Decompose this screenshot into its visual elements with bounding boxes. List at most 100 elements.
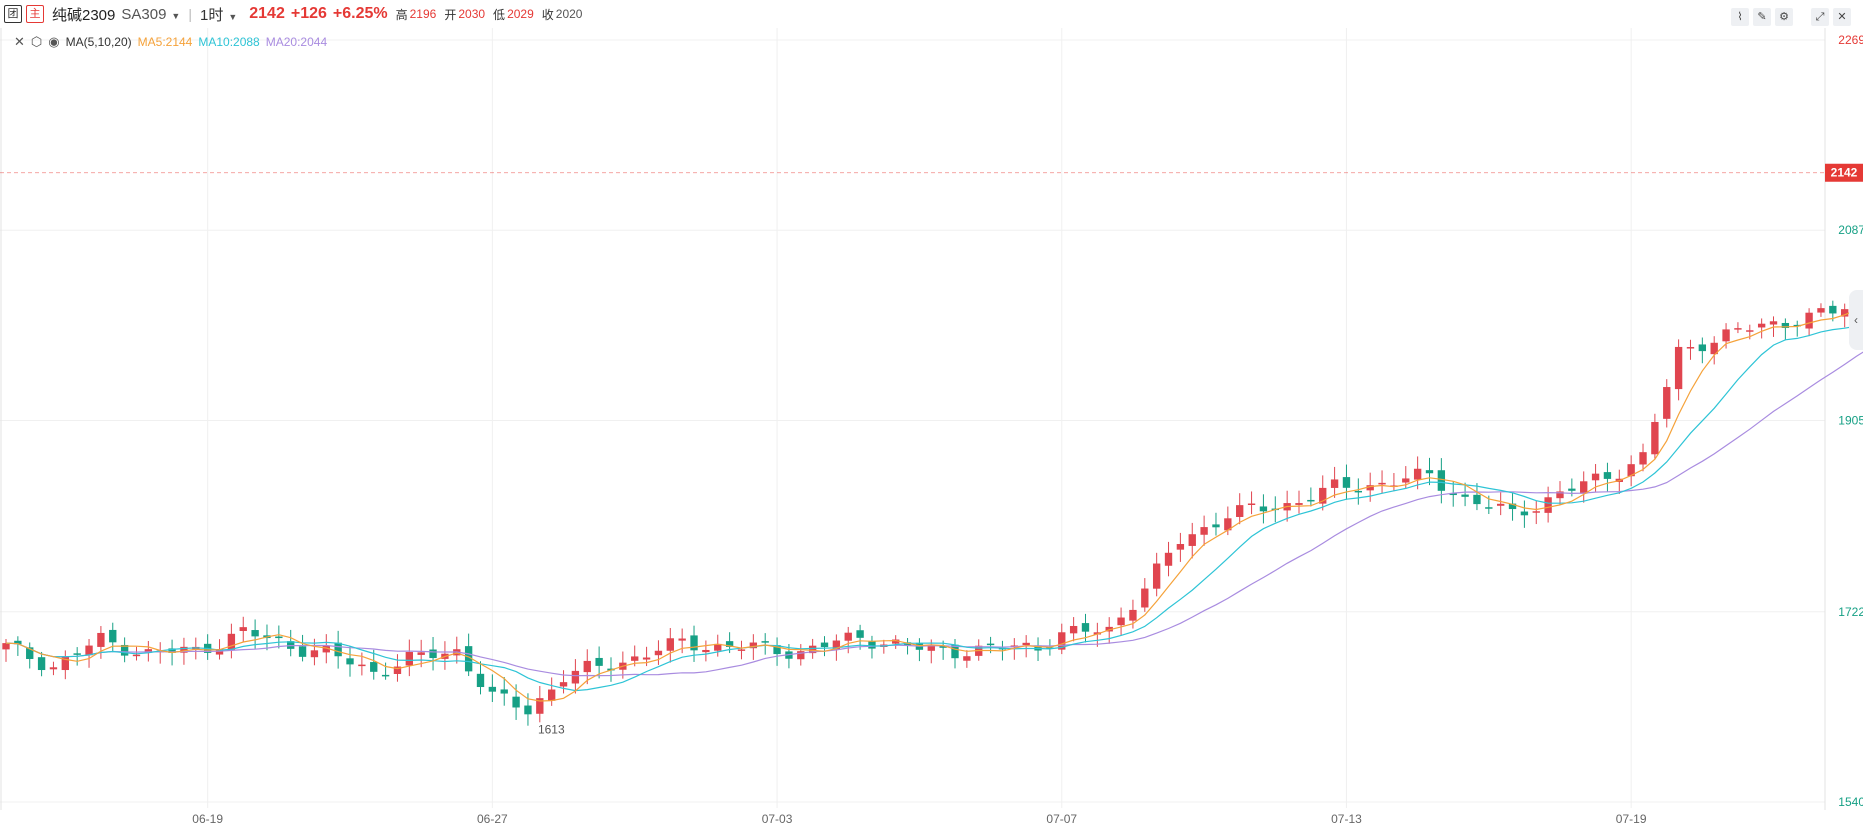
candle-body <box>1520 511 1529 516</box>
eye-icon[interactable]: ◉ <box>48 34 60 49</box>
expand-icon[interactable]: ⤢ <box>1811 8 1829 26</box>
candle-body <box>1829 305 1837 314</box>
pencil-icon[interactable]: ✎ <box>1753 8 1771 26</box>
candle-body <box>85 645 93 656</box>
candle-body <box>1022 642 1030 646</box>
candle-body <box>227 633 236 650</box>
candle-body <box>1485 507 1493 509</box>
candle-body <box>1639 452 1647 465</box>
candle-body <box>1544 497 1552 513</box>
y-tick-label: 2087 <box>1838 223 1863 237</box>
side-panel-toggle[interactable]: ‹ <box>1849 290 1863 350</box>
main-contract-icon[interactable]: 主 <box>26 5 44 23</box>
candle-body <box>1473 494 1481 505</box>
price-change: +126 <box>290 5 327 22</box>
candle-body <box>986 643 995 646</box>
y-tick-label: 1722 <box>1838 605 1863 619</box>
chevron-down-icon: ▼ <box>228 11 238 22</box>
candle-body <box>239 627 247 631</box>
candle-body <box>1413 468 1422 480</box>
candle-body <box>417 652 425 655</box>
candle-body <box>61 656 69 671</box>
group-icon[interactable]: 团 <box>4 5 22 23</box>
candle-body <box>1817 308 1825 313</box>
candle-body <box>1674 346 1683 390</box>
candle-body <box>1651 421 1659 455</box>
settings-icon[interactable]: ⚙ <box>1775 8 1793 26</box>
open-value: 2030 <box>458 7 486 21</box>
candle-body <box>559 682 568 687</box>
candle-body <box>1366 485 1374 491</box>
candle-body <box>358 664 366 667</box>
candle-body <box>381 674 390 677</box>
candle-body <box>1437 470 1446 491</box>
candle-body <box>856 630 864 638</box>
price-change-pct: +6.25% <box>332 5 388 22</box>
settings-icon[interactable]: ⬡ <box>30 34 43 49</box>
candle-body <box>1058 632 1066 650</box>
candle-body <box>1757 323 1766 328</box>
candle-body <box>903 642 912 646</box>
candle-body <box>1236 505 1244 517</box>
chart-toolbar: ⌇ ✎ ⚙ ⤢ ✕ <box>1731 8 1851 26</box>
candle-body <box>868 640 876 649</box>
candle-body <box>1698 344 1707 352</box>
candle-body <box>1508 503 1517 510</box>
low-label: 低 <box>493 7 506 22</box>
candle-body <box>346 658 354 665</box>
high-value: 2196 <box>409 7 437 21</box>
line-tool-icon[interactable]: ⌇ <box>1731 8 1749 26</box>
candle-body <box>1425 470 1434 474</box>
candle-body <box>844 632 852 641</box>
candle-body <box>1081 623 1090 632</box>
candle-body <box>832 640 841 650</box>
candle-body <box>1532 511 1540 513</box>
ma-params-label: MA(5,10,20) <box>65 35 132 49</box>
candle-body <box>1307 499 1315 502</box>
current-price-tag <box>1825 163 1863 182</box>
candle-body <box>287 641 295 649</box>
close-icon[interactable]: ✕ <box>14 34 25 49</box>
candle-body <box>1129 609 1137 621</box>
candle-body <box>49 667 58 670</box>
candle-body <box>1449 493 1457 496</box>
y-tick-label: 1905 <box>1838 413 1863 427</box>
candle-body <box>595 657 603 666</box>
candle-body <box>1710 342 1718 355</box>
candle-body <box>1841 309 1849 317</box>
candle-body <box>642 657 651 660</box>
x-tick-label: 06-19 <box>192 812 223 826</box>
low-value: 2029 <box>507 7 534 21</box>
candle-body <box>690 635 698 651</box>
candle-body <box>180 646 188 653</box>
candle-body <box>714 643 722 651</box>
close-icon[interactable]: ✕ <box>1833 8 1851 26</box>
candle-body <box>1164 552 1173 566</box>
candle-body <box>393 666 402 674</box>
candle-body <box>1319 487 1327 504</box>
candle-body <box>536 698 544 714</box>
x-tick-label: 07-03 <box>762 812 793 826</box>
candle-body <box>1105 626 1113 632</box>
candle-body <box>892 639 900 644</box>
period-select[interactable]: 1时 ▼ <box>199 6 238 24</box>
candle-body <box>109 629 117 643</box>
high-label: 高 <box>395 7 408 22</box>
ma5-line <box>5 308 1863 702</box>
candle-body <box>1769 321 1778 325</box>
candle-body <box>429 649 437 659</box>
y-tick-label: 1540 <box>1838 795 1863 809</box>
candle-body <box>1354 490 1363 493</box>
instrument-code-select[interactable]: SA309 ▼ <box>121 5 181 23</box>
candle-body <box>500 689 508 694</box>
candle-body <box>1496 503 1505 506</box>
candle-body <box>1259 506 1268 512</box>
candle-body <box>97 632 105 647</box>
candle-body <box>310 650 319 658</box>
candle-body <box>370 662 378 672</box>
close-value: 2020 <box>555 7 583 21</box>
ma-legend: ✕ ⬡ ◉ MA(5,10,20) MA5:2144 MA10:2088 MA2… <box>14 34 333 50</box>
candle-body <box>1295 503 1303 505</box>
candle-body <box>631 656 639 661</box>
